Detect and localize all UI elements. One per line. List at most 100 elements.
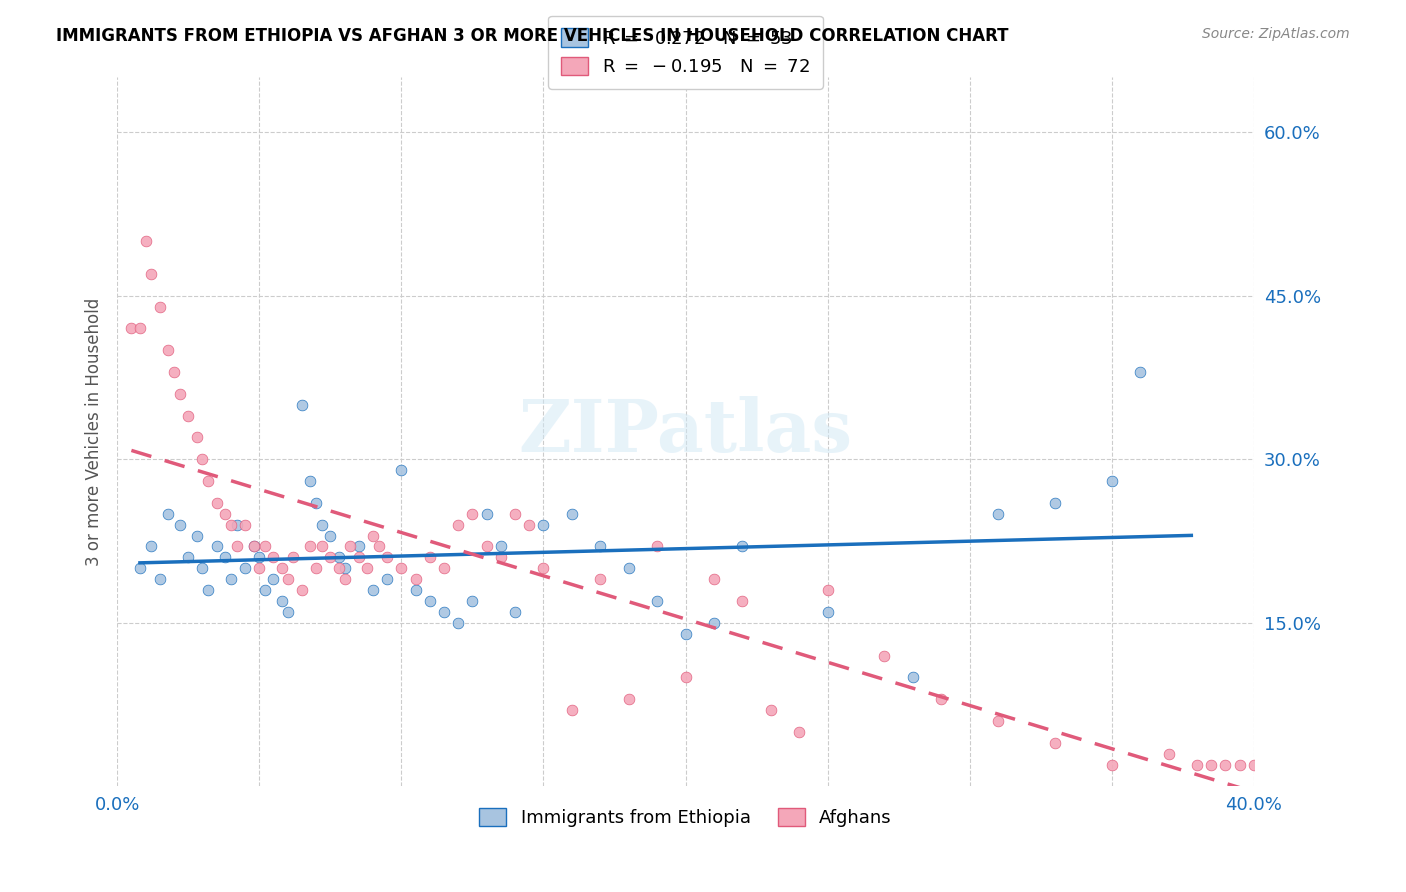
Point	[589, 572, 612, 586]
Point	[271, 561, 294, 575]
Point	[1215, 757, 1237, 772]
Point	[149, 572, 172, 586]
Point	[283, 550, 305, 565]
Point	[731, 540, 754, 554]
Point	[247, 561, 270, 575]
Point	[517, 517, 540, 532]
Point	[617, 692, 640, 706]
Point	[291, 583, 314, 598]
Point	[233, 561, 256, 575]
Point	[375, 572, 398, 586]
Point	[186, 430, 208, 444]
Point	[1271, 757, 1294, 772]
Point	[299, 474, 322, 488]
Point	[1199, 757, 1222, 772]
Point	[205, 496, 228, 510]
Point	[929, 692, 952, 706]
Point	[987, 714, 1010, 728]
Point	[503, 507, 526, 521]
Point	[503, 605, 526, 619]
Point	[675, 626, 697, 640]
Point	[405, 583, 427, 598]
Text: IMMIGRANTS FROM ETHIOPIA VS AFGHAN 3 OR MORE VEHICLES IN HOUSEHOLD CORRELATION C: IMMIGRANTS FROM ETHIOPIA VS AFGHAN 3 OR …	[56, 27, 1008, 45]
Point	[447, 517, 470, 532]
Point	[120, 321, 142, 335]
Point	[873, 648, 896, 663]
Point	[405, 572, 427, 586]
Point	[177, 409, 200, 423]
Point	[149, 300, 172, 314]
Point	[157, 343, 180, 358]
Point	[1257, 757, 1279, 772]
Point	[141, 267, 163, 281]
Point	[645, 540, 668, 554]
Point	[1243, 757, 1265, 772]
Point	[214, 550, 236, 565]
Point	[533, 561, 555, 575]
Point	[447, 615, 470, 630]
Point	[703, 615, 725, 630]
Point	[1129, 365, 1152, 379]
Point	[461, 594, 484, 608]
Point	[475, 507, 498, 521]
Point	[1101, 474, 1123, 488]
Point	[1101, 757, 1123, 772]
Point	[389, 463, 412, 477]
Point	[367, 540, 389, 554]
Point	[987, 507, 1010, 521]
Point	[1185, 757, 1208, 772]
Point	[475, 540, 498, 554]
Point	[617, 561, 640, 575]
Point	[731, 594, 754, 608]
Point	[205, 540, 228, 554]
Point	[299, 540, 322, 554]
Point	[186, 528, 208, 542]
Point	[225, 517, 247, 532]
Point	[489, 550, 512, 565]
Point	[253, 540, 276, 554]
Point	[197, 474, 219, 488]
Point	[461, 507, 484, 521]
Point	[263, 572, 285, 586]
Point	[157, 507, 180, 521]
Point	[291, 398, 314, 412]
Point	[489, 540, 512, 554]
Point	[169, 386, 191, 401]
Point	[311, 517, 333, 532]
Point	[645, 594, 668, 608]
Point	[901, 670, 924, 684]
Point	[347, 550, 370, 565]
Point	[419, 594, 441, 608]
Point	[214, 507, 236, 521]
Point	[675, 670, 697, 684]
Point	[361, 583, 384, 598]
Point	[419, 550, 441, 565]
Point	[433, 561, 456, 575]
Point	[305, 561, 328, 575]
Point	[561, 507, 583, 521]
Text: ZIPatlas: ZIPatlas	[519, 396, 852, 467]
Text: Source: ZipAtlas.com: Source: ZipAtlas.com	[1202, 27, 1350, 41]
Point	[375, 550, 398, 565]
Y-axis label: 3 or more Vehicles in Household: 3 or more Vehicles in Household	[86, 298, 103, 566]
Point	[1299, 757, 1322, 772]
Point	[225, 540, 247, 554]
Point	[197, 583, 219, 598]
Point	[389, 561, 412, 575]
Point	[129, 561, 152, 575]
Point	[129, 321, 152, 335]
Point	[333, 572, 356, 586]
Point	[589, 540, 612, 554]
Point	[233, 517, 256, 532]
Point	[703, 572, 725, 586]
Point	[253, 583, 276, 598]
Point	[328, 561, 350, 575]
Point	[333, 561, 356, 575]
Point	[277, 572, 299, 586]
Point	[163, 365, 186, 379]
Legend: Immigrants from Ethiopia, Afghans: Immigrants from Ethiopia, Afghans	[472, 800, 898, 834]
Point	[817, 605, 839, 619]
Point	[817, 583, 839, 598]
Point	[1043, 496, 1066, 510]
Point	[305, 496, 328, 510]
